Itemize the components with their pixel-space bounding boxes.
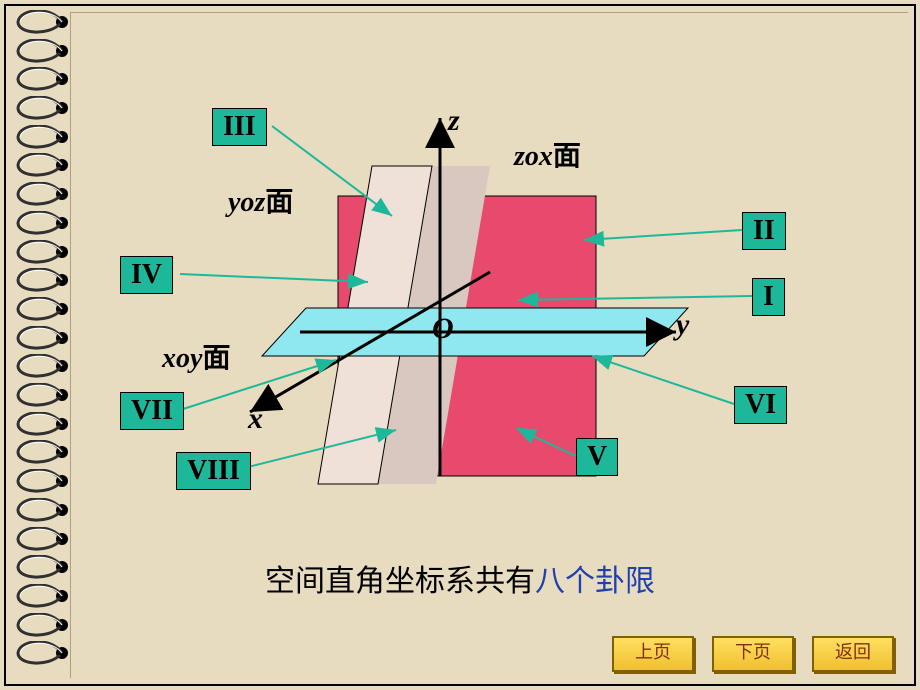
axis-label-y: y [676,308,689,342]
octant-box-IV: IV [120,256,173,294]
octant-box-III: III [212,108,267,146]
octant-box-VIII: VIII [176,452,251,490]
caption-pre: 空间直角坐标系共有 [265,565,535,598]
plane-label-zox: zox面 [514,134,581,174]
octant-box-VII: VII [120,392,184,430]
octant-box-II: II [742,212,786,250]
back-button[interactable]: 返回 [812,636,894,672]
axis-label-z: z [448,104,460,138]
prev-button[interactable]: 上页 [612,636,694,672]
octant-box-I: I [752,278,785,316]
next-button[interactable]: 下页 [712,636,794,672]
plane-label-xoy-suf: 面 [202,343,230,374]
plane-label-yoz-it: yoz [228,187,265,218]
axis-label-x: x [248,402,263,436]
plane-label-yoz: yoz面 [228,180,293,220]
caption-em: 八个卦限 [535,565,655,598]
octant-box-VI: VI [734,386,787,424]
inner-edge-top [70,12,908,13]
plane-label-xoy-it: xoy [162,343,202,374]
origin-label: O [432,312,454,346]
plane-label-yoz-suf: 面 [265,187,293,218]
octant-box-V: V [576,438,618,476]
plane-label-zox-it: zox [514,141,553,172]
plane-label-xoy: xoy面 [162,336,230,376]
caption: 空间直角坐标系共有八个卦限 [0,556,920,600]
coordinate-diagram: z y x O yoz面 zox面 xoy面 IIIIIIIVVVIVIIVII… [120,60,880,510]
plane-label-zox-suf: 面 [553,141,581,172]
